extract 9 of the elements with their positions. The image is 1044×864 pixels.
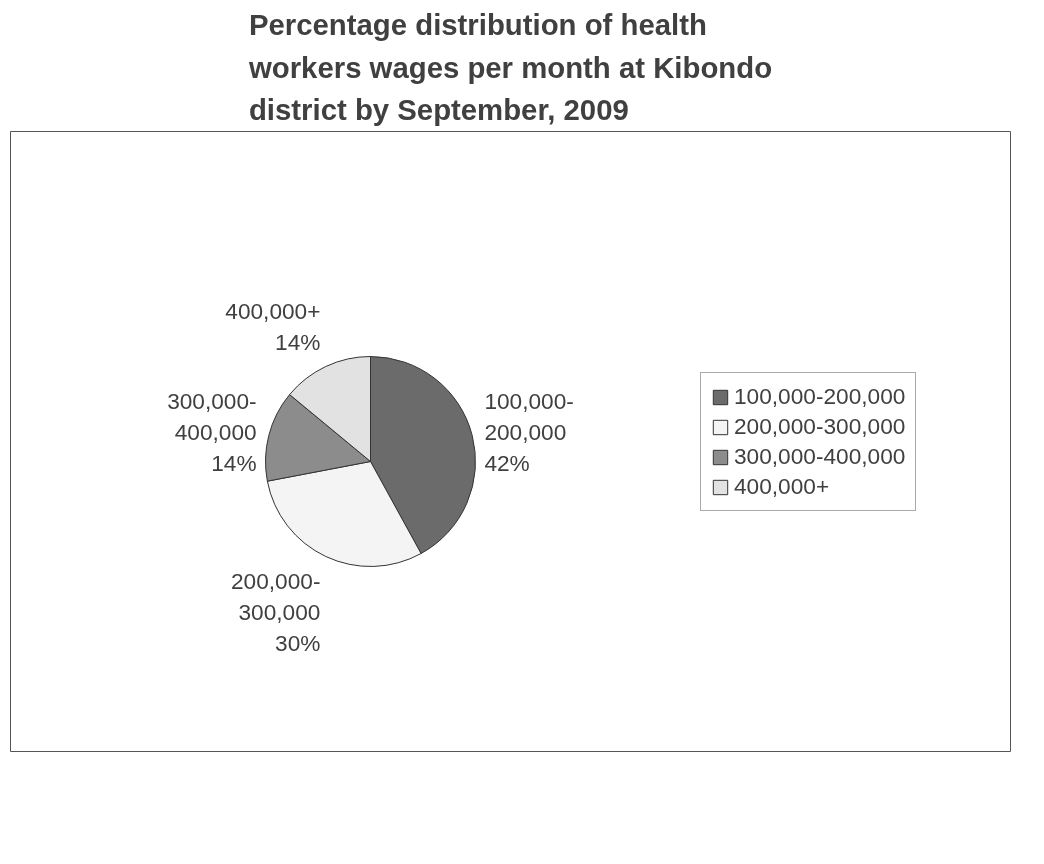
data-label: 300,000- 400,000 14% [167, 388, 257, 477]
legend-label: 200,000-300,000 [734, 413, 906, 440]
chart-title: Percentage distribution of health workers wages per month at Kibondo district by September, 2009 [247, 7, 773, 127]
legend-label: 300,000-400,000 [734, 443, 906, 470]
data-label: 400,000+ 14% [225, 297, 321, 356]
data-label: 200,000- 300,000 30% [230, 567, 321, 657]
data-label: 100,000- 200,000 42% [484, 388, 574, 477]
legend-label: 100,000-200,000 [734, 383, 906, 410]
legend-label: 400,000+ [734, 473, 830, 500]
